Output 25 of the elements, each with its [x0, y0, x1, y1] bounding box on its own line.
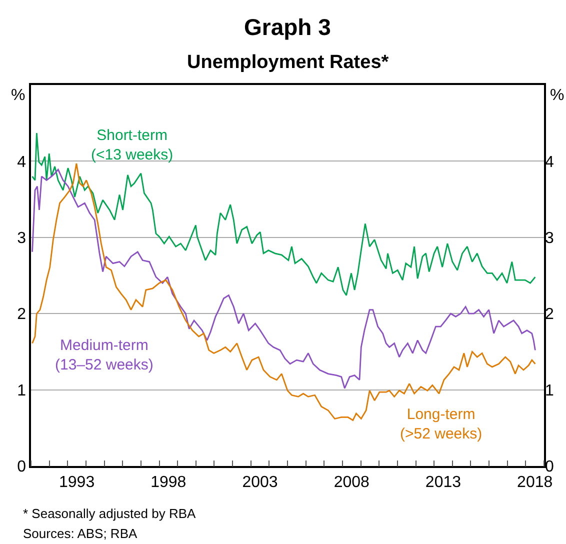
source-note: Sources: ABS; RBA: [23, 526, 138, 541]
y2-axis-title: %: [550, 87, 564, 104]
y-tick-label: 2: [17, 306, 26, 324]
text: * Seasonally adjusted by RBA: [23, 506, 196, 521]
y-axis-title: %: [11, 87, 26, 104]
y2-tick-label: 3: [545, 230, 554, 247]
x-tick-label: 2008: [334, 474, 370, 491]
y2-tick-label: 1: [545, 382, 554, 400]
series-label: Long-term (>52 weeks): [400, 406, 482, 442]
y2-tick-label: 2: [545, 306, 554, 324]
y-tick-label: 1: [17, 382, 26, 400]
chart-subtitle: Unemployment Rates*: [187, 52, 390, 73]
series-label: Short-term (<13 weeks): [91, 127, 174, 164]
x-tick-label: 1993: [59, 474, 95, 491]
x-tick-label: 1998: [150, 474, 186, 491]
y2-tick-label: 4: [545, 154, 554, 171]
chart-title: Graph 3: [244, 14, 331, 40]
y2-tick-label: 0: [545, 458, 554, 476]
x-tick-label: 2003: [242, 474, 278, 491]
text: Medium-term (13–52 weeks): [55, 337, 154, 374]
y-tick-label: 3: [17, 230, 26, 247]
x-tick-label: 2013: [425, 474, 462, 491]
x-tick-label: 2018: [517, 474, 553, 491]
y-tick-label: 0: [17, 458, 26, 476]
y-tick-label: 4: [17, 154, 26, 171]
